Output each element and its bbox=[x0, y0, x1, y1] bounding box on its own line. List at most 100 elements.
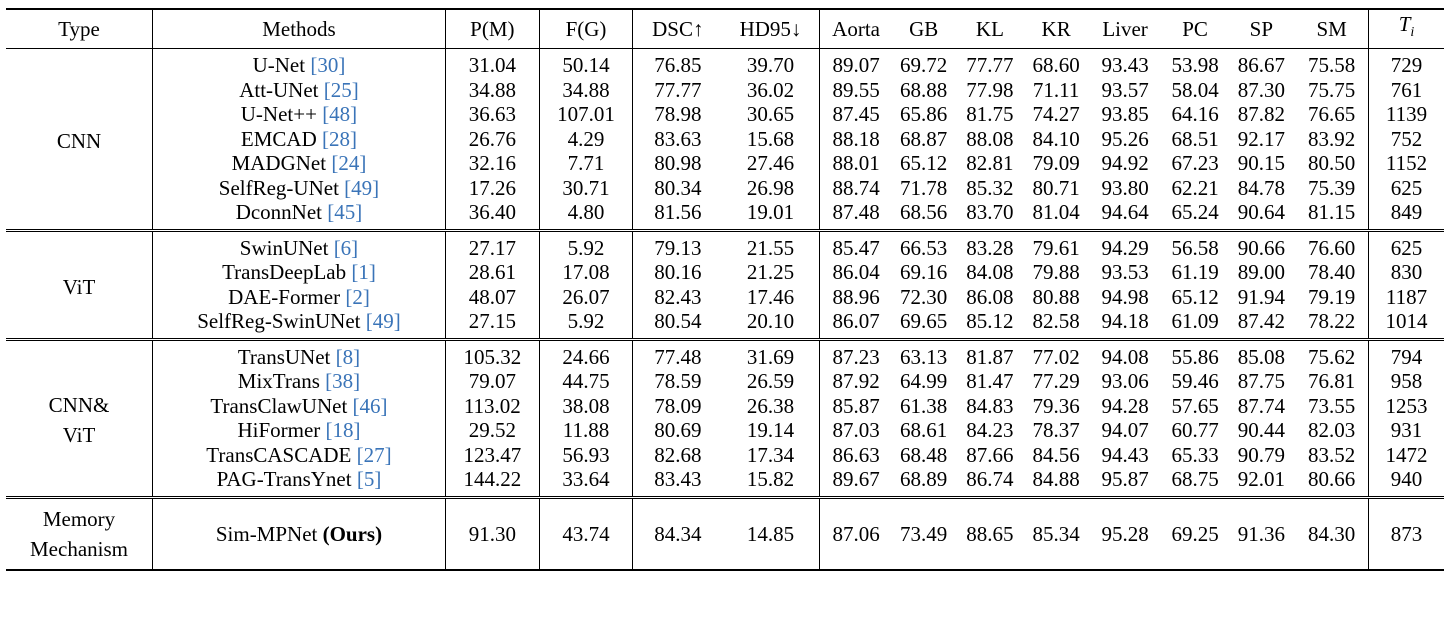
method-name: TransUNet bbox=[237, 344, 331, 369]
value-cell: 91.30 bbox=[445, 497, 540, 571]
citation-link[interactable]: [46] bbox=[352, 393, 388, 418]
value-cell: 15.82 bbox=[722, 467, 820, 497]
header-hd95: HD95↓ bbox=[722, 8, 820, 49]
citation-link[interactable]: [2] bbox=[345, 284, 370, 309]
value-cell: 68.51 bbox=[1171, 126, 1219, 151]
method-name: PAG-TransYnet bbox=[216, 467, 352, 492]
citation-link[interactable]: [18] bbox=[325, 418, 361, 443]
value-cell: 94.08 bbox=[1101, 344, 1149, 369]
results-table: Type Methods P(M) F(G) DSC↑ HD95↓ Aorta GB KL KR L… bbox=[6, 8, 1444, 571]
group-memory-mechanism: Memory Mechanism Sim-MPNet (Ours) 91.30 43.7… bbox=[6, 497, 1444, 571]
value-cell: 84.88 bbox=[1032, 467, 1080, 492]
citation-link[interactable]: [49] bbox=[365, 309, 401, 334]
value-cell: 87.06 bbox=[819, 497, 893, 571]
value-cell: 57.65 bbox=[1171, 393, 1219, 418]
value-cell: 761 bbox=[1390, 77, 1423, 102]
value-cell: 81.87 bbox=[966, 344, 1014, 369]
value-cell: 94.43 bbox=[1101, 442, 1149, 467]
value-cell: 89.07 bbox=[832, 53, 880, 78]
value-cell: 94.29 bbox=[1101, 235, 1149, 260]
value-cell: 76.85 bbox=[654, 53, 702, 78]
value-cell: 76.81 bbox=[1295, 369, 1369, 394]
value-cell: 36.02 bbox=[722, 77, 820, 102]
value-cell: 85.32 bbox=[966, 175, 1014, 200]
citation-link[interactable]: [38] bbox=[325, 369, 361, 394]
value-cell: 68.56 bbox=[900, 200, 948, 225]
value-cell: 123.47 bbox=[445, 442, 540, 467]
value-cell: 625 bbox=[1390, 175, 1423, 200]
value-cell: 87.45 bbox=[832, 102, 880, 127]
method-cell: TransUNet [8] bbox=[152, 339, 446, 369]
value-cell: 66.53 bbox=[900, 235, 948, 260]
value-cell: 28.61 bbox=[445, 260, 540, 285]
type-cell: CNN& ViT bbox=[6, 339, 153, 497]
citation-link[interactable]: [28] bbox=[322, 126, 358, 151]
citation-link[interactable]: [1] bbox=[351, 260, 376, 285]
value-cell: 752 bbox=[1390, 126, 1423, 151]
method-name: U-Net++ bbox=[240, 102, 317, 127]
citation-link[interactable]: [27] bbox=[356, 442, 392, 467]
citation-link[interactable]: [5] bbox=[356, 467, 382, 492]
value-cell: 84.56 bbox=[1032, 442, 1080, 467]
citation-link[interactable]: [6] bbox=[333, 235, 359, 260]
value-cell: 90.66 bbox=[1237, 235, 1285, 260]
value-cell: 88.08 bbox=[966, 126, 1014, 151]
value-cell: 69.65 bbox=[900, 309, 948, 334]
citation-link[interactable]: [45] bbox=[327, 200, 363, 225]
value-cell: 89.00 bbox=[1237, 260, 1285, 285]
value-cell: 79.36 bbox=[1032, 393, 1080, 418]
value-cell: 93.80 bbox=[1101, 175, 1149, 200]
value-cell: 94.28 bbox=[1101, 393, 1149, 418]
value-cell: 5.92 bbox=[539, 309, 634, 339]
value-cell: 87.92 bbox=[832, 369, 880, 394]
method-cell: DconnNet [45] bbox=[152, 200, 446, 230]
type-cell: ViT bbox=[6, 230, 153, 339]
citation-link[interactable]: [8] bbox=[335, 344, 361, 369]
value-cell: 62.21 bbox=[1171, 175, 1219, 200]
value-cell: 80.50 bbox=[1295, 151, 1369, 176]
value-cell: 44.75 bbox=[539, 369, 634, 394]
value-cell: 43.74 bbox=[539, 497, 634, 571]
citation-link[interactable]: [24] bbox=[331, 151, 367, 176]
value-cell: 830 bbox=[1390, 260, 1423, 285]
value-cell: 90.15 bbox=[1237, 151, 1285, 176]
citation-link[interactable]: [30] bbox=[310, 53, 346, 78]
method-name: U-Net bbox=[252, 53, 306, 78]
value-cell: 85.87 bbox=[832, 393, 880, 418]
value-cell: 39.70 bbox=[722, 48, 820, 78]
value-cell: 48.07 bbox=[445, 284, 540, 309]
value-cell: 80.16 bbox=[654, 260, 702, 285]
value-cell: 65.12 bbox=[1171, 284, 1219, 309]
citation-link[interactable]: [49] bbox=[344, 175, 380, 200]
value-cell: 68.61 bbox=[900, 418, 948, 443]
citation-link[interactable]: [48] bbox=[322, 102, 358, 127]
value-cell: 68.60 bbox=[1032, 53, 1080, 78]
method-cell: SelfReg-SwinUNet [49] bbox=[152, 309, 446, 339]
value-cell: 80.66 bbox=[1295, 467, 1369, 497]
value-cell: 87.42 bbox=[1237, 309, 1285, 334]
value-cell: 1152 bbox=[1385, 151, 1428, 176]
value-cell: 93.53 bbox=[1101, 260, 1149, 285]
table-row: MixTrans [38] 79.07 44.75 78.59 26.59 87.92 64… bbox=[6, 369, 1444, 394]
value-cell: 33.64 bbox=[539, 467, 634, 497]
value-cell: 53.98 bbox=[1171, 53, 1219, 78]
value-cell: 86.04 bbox=[832, 260, 880, 285]
value-cell: 78.59 bbox=[654, 369, 702, 394]
value-cell: 68.75 bbox=[1171, 467, 1219, 492]
method-name: SelfReg-UNet bbox=[218, 175, 339, 200]
method-name: MADGNet bbox=[231, 151, 327, 176]
table-row: Memory Mechanism Sim-MPNet (Ours) 91.30 43.7… bbox=[6, 497, 1444, 571]
value-cell: 1139 bbox=[1385, 102, 1428, 127]
value-cell: 75.39 bbox=[1295, 175, 1369, 200]
value-cell: 80.54 bbox=[654, 309, 702, 334]
value-cell: 58.04 bbox=[1171, 77, 1219, 102]
citation-link[interactable]: [25] bbox=[323, 77, 359, 102]
value-cell: 1253 bbox=[1385, 393, 1428, 418]
value-cell: 93.06 bbox=[1101, 369, 1149, 394]
value-cell: 73.49 bbox=[892, 497, 955, 571]
header-ti-sub: i bbox=[1410, 25, 1415, 41]
method-name: EMCAD bbox=[240, 126, 317, 151]
method-name: TransClawUNet bbox=[210, 393, 348, 418]
value-cell: 38.08 bbox=[539, 393, 634, 418]
group-cnn-vit: CNN& ViT TransUNet [8] 105.32 24.66 77.48 31.6… bbox=[6, 339, 1444, 497]
